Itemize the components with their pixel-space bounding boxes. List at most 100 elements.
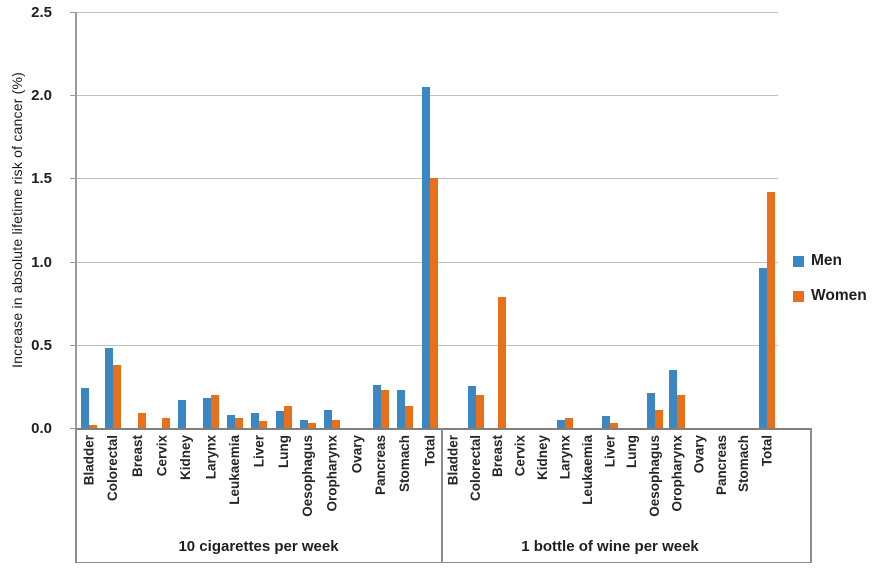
category-slot-0-oropharynx	[320, 12, 344, 428]
bar-men-total-group1	[758, 268, 767, 428]
category-label-1-stomach: Stomach	[736, 435, 752, 493]
category-label-slot-0-breast: Breast	[126, 433, 150, 533]
bar-men-oesophagus-group0	[300, 419, 309, 428]
category-label-1-larynx: Larynx	[557, 435, 573, 480]
bar-men-liver-group1	[602, 416, 611, 428]
axis-separator-middle	[441, 428, 443, 563]
category-slot-1-total	[756, 12, 778, 428]
category-slot-1-ovary	[688, 12, 710, 428]
category-label-0-cervix: Cervix	[154, 435, 170, 477]
category-label-slot-0-larynx: Larynx	[199, 433, 223, 533]
category-labels: Bladder Colorectal Breast Cervix Kidney Laryn…	[77, 433, 778, 533]
bar-men-colorectal-group1	[467, 386, 476, 428]
category-label-slot-0-stomach: Stomach	[393, 433, 417, 533]
category-slot-1-oropharynx	[666, 12, 688, 428]
y-tick-labels: 0.0 0.5 1.0 1.5 2.0 2.5	[0, 4, 60, 437]
category-label-1-kidney: Kidney	[534, 435, 550, 481]
category-label-slot-0-pancreas: Pancreas	[369, 433, 393, 533]
bar-men-lung-group0	[275, 411, 284, 428]
bar-women-liver-group0	[259, 421, 268, 428]
category-label-1-bladder: Bladder	[445, 435, 461, 486]
category-label-1-liver: Liver	[602, 435, 618, 468]
y-tick-label-1.5: 1.5	[31, 170, 52, 188]
category-label-1-leukaemia: Leukaemia	[579, 435, 595, 505]
category-label-1-oropharynx: Oropharynx	[669, 435, 685, 512]
category-label-slot-1-total: Total	[756, 433, 778, 533]
y-tick-marks	[70, 12, 75, 429]
gridline-2.5	[77, 12, 778, 13]
category-label-1-cervix: Cervix	[512, 435, 528, 477]
category-slot-0-stomach	[393, 12, 417, 428]
category-slot-0-oesophagus	[296, 12, 320, 428]
bar-women-breast-group0	[137, 413, 146, 428]
bar-women-bladder-group0	[89, 424, 98, 428]
category-label-0-liver: Liver	[251, 435, 267, 468]
y-tick-label-1.0: 1.0	[31, 253, 52, 271]
bar-women-liver-group1	[610, 423, 619, 428]
legend-item-men: Men	[793, 252, 867, 270]
category-label-slot-0-lung: Lung	[272, 433, 296, 533]
category-slot-0-bladder	[77, 12, 101, 428]
y-tick-mark-0.5	[70, 344, 75, 346]
plot-area	[77, 12, 778, 428]
category-label-0-colorectal: Colorectal	[105, 435, 121, 502]
category-label-group-1: Bladder Colorectal Breast Cervix Kidney Laryn…	[442, 433, 778, 533]
bar-women-leukaemia-group0	[235, 418, 244, 428]
bar-men-leukaemia-group0	[227, 414, 236, 428]
category-label-slot-1-stomach: Stomach	[733, 433, 755, 533]
category-slot-0-pancreas	[369, 12, 393, 428]
bar-men-bladder-group0	[81, 388, 90, 428]
bar-women-oropharynx-group0	[332, 419, 341, 428]
category-label-0-stomach: Stomach	[397, 435, 413, 493]
category-label-slot-1-pancreas: Pancreas	[711, 433, 733, 533]
category-slot-1-kidney	[532, 12, 554, 428]
category-label-0-leukaemia: Leukaemia	[227, 435, 243, 505]
category-label-0-bladder: Bladder	[81, 435, 97, 486]
category-label-slot-1-lung: Lung	[621, 433, 643, 533]
bar-women-total-group0	[429, 178, 438, 428]
y-tick-label-2.5: 2.5	[31, 4, 52, 21]
category-label-slot-0-liver: Liver	[247, 433, 271, 533]
category-label-slot-1-colorectal: Colorectal	[464, 433, 486, 533]
category-label-slot-1-breast: Breast	[487, 433, 509, 533]
bar-men-oropharynx-group0	[324, 409, 333, 428]
bar-women-colorectal-group1	[475, 394, 484, 428]
category-label-0-oesophagus: Oesophagus	[300, 435, 316, 517]
category-label-1-lung: Lung	[624, 435, 640, 468]
axis-bottom-line	[75, 562, 812, 563]
bar-women-pancreas-group0	[381, 389, 390, 428]
category-label-slot-0-oropharynx: Oropharynx	[320, 433, 344, 533]
category-label-1-pancreas: Pancreas	[714, 435, 730, 496]
category-label-slot-1-oropharynx: Oropharynx	[666, 433, 688, 533]
category-slot-1-cervix	[509, 12, 531, 428]
bar-women-cervix-group0	[162, 418, 171, 428]
category-label-slot-1-oesophagus: Oesophagus	[644, 433, 666, 533]
bar-men-kidney-group0	[178, 399, 187, 428]
legend-label-men: Men	[811, 252, 842, 269]
y-axis-line	[75, 12, 77, 430]
category-slot-0-breast	[126, 12, 150, 428]
category-label-group-0: Bladder Colorectal Breast Cervix Kidney Laryn…	[77, 433, 442, 533]
category-label-slot-1-larynx: Larynx	[554, 433, 576, 533]
category-label-1-breast: Breast	[490, 435, 506, 478]
bar-men-pancreas-group0	[373, 384, 382, 428]
category-slot-1-oesophagus	[644, 12, 666, 428]
category-label-0-larynx: Larynx	[202, 435, 218, 480]
bar-women-larynx-group0	[210, 394, 219, 428]
category-slot-0-kidney	[174, 12, 198, 428]
bar-women-colorectal-group0	[113, 364, 122, 428]
bar-men-colorectal-group0	[105, 348, 114, 428]
men-swatch-icon	[793, 255, 804, 267]
category-slot-1-liver	[599, 12, 621, 428]
category-slot-0-cervix	[150, 12, 174, 428]
y-tick-mark-2.5	[70, 12, 75, 13]
group-label-wine: 1 bottle of wine per week	[521, 538, 699, 555]
bar-men-larynx-group1	[557, 419, 566, 428]
category-label-1-ovary: Ovary	[691, 435, 707, 474]
category-label-slot-0-ovary: Ovary	[345, 433, 369, 533]
category-label-1-oesophagus: Oesophagus	[646, 435, 662, 517]
bar-women-oesophagus-group0	[308, 423, 317, 428]
bar-men-total-group0	[421, 86, 430, 428]
bar-men-larynx-group0	[202, 398, 211, 428]
y-tick-label-2.0: 2.0	[31, 87, 52, 105]
